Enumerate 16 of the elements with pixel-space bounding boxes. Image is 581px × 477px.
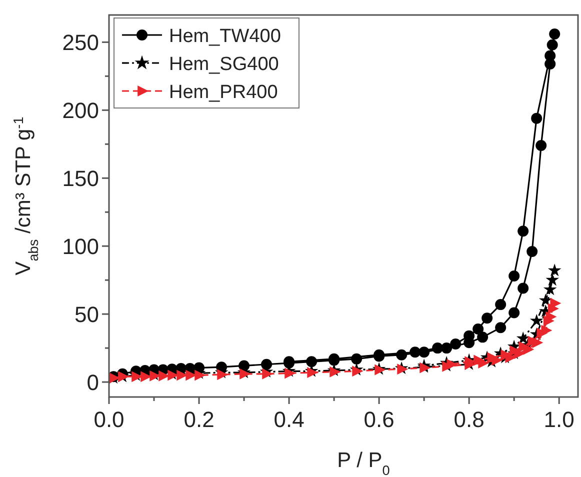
x-tick-label: 0.6 [364, 407, 394, 432]
x-tick-label: 0.2 [184, 407, 214, 432]
x-axis-title: P / P$_{0}$ [337, 449, 390, 477]
legend-label: Hem_SG400 [169, 54, 279, 75]
y-tick-label: 50 [74, 302, 99, 328]
legend-label: Hem_TW400 [169, 26, 281, 47]
x-tick-label: 1.0 [544, 407, 574, 432]
y-tick-label: 150 [62, 166, 99, 192]
x-tick-label: 0.0 [94, 407, 124, 432]
x-tick-label: 0.4 [274, 407, 304, 432]
y-tick-label: 0 [86, 370, 99, 396]
y-tick-label: 100 [62, 234, 99, 260]
x-tick-label: 0.8 [454, 407, 484, 432]
y-tick-label: 200 [62, 98, 99, 124]
legend-label: Hem_PR400 [169, 82, 278, 103]
y-tick-label: 250 [62, 30, 99, 56]
